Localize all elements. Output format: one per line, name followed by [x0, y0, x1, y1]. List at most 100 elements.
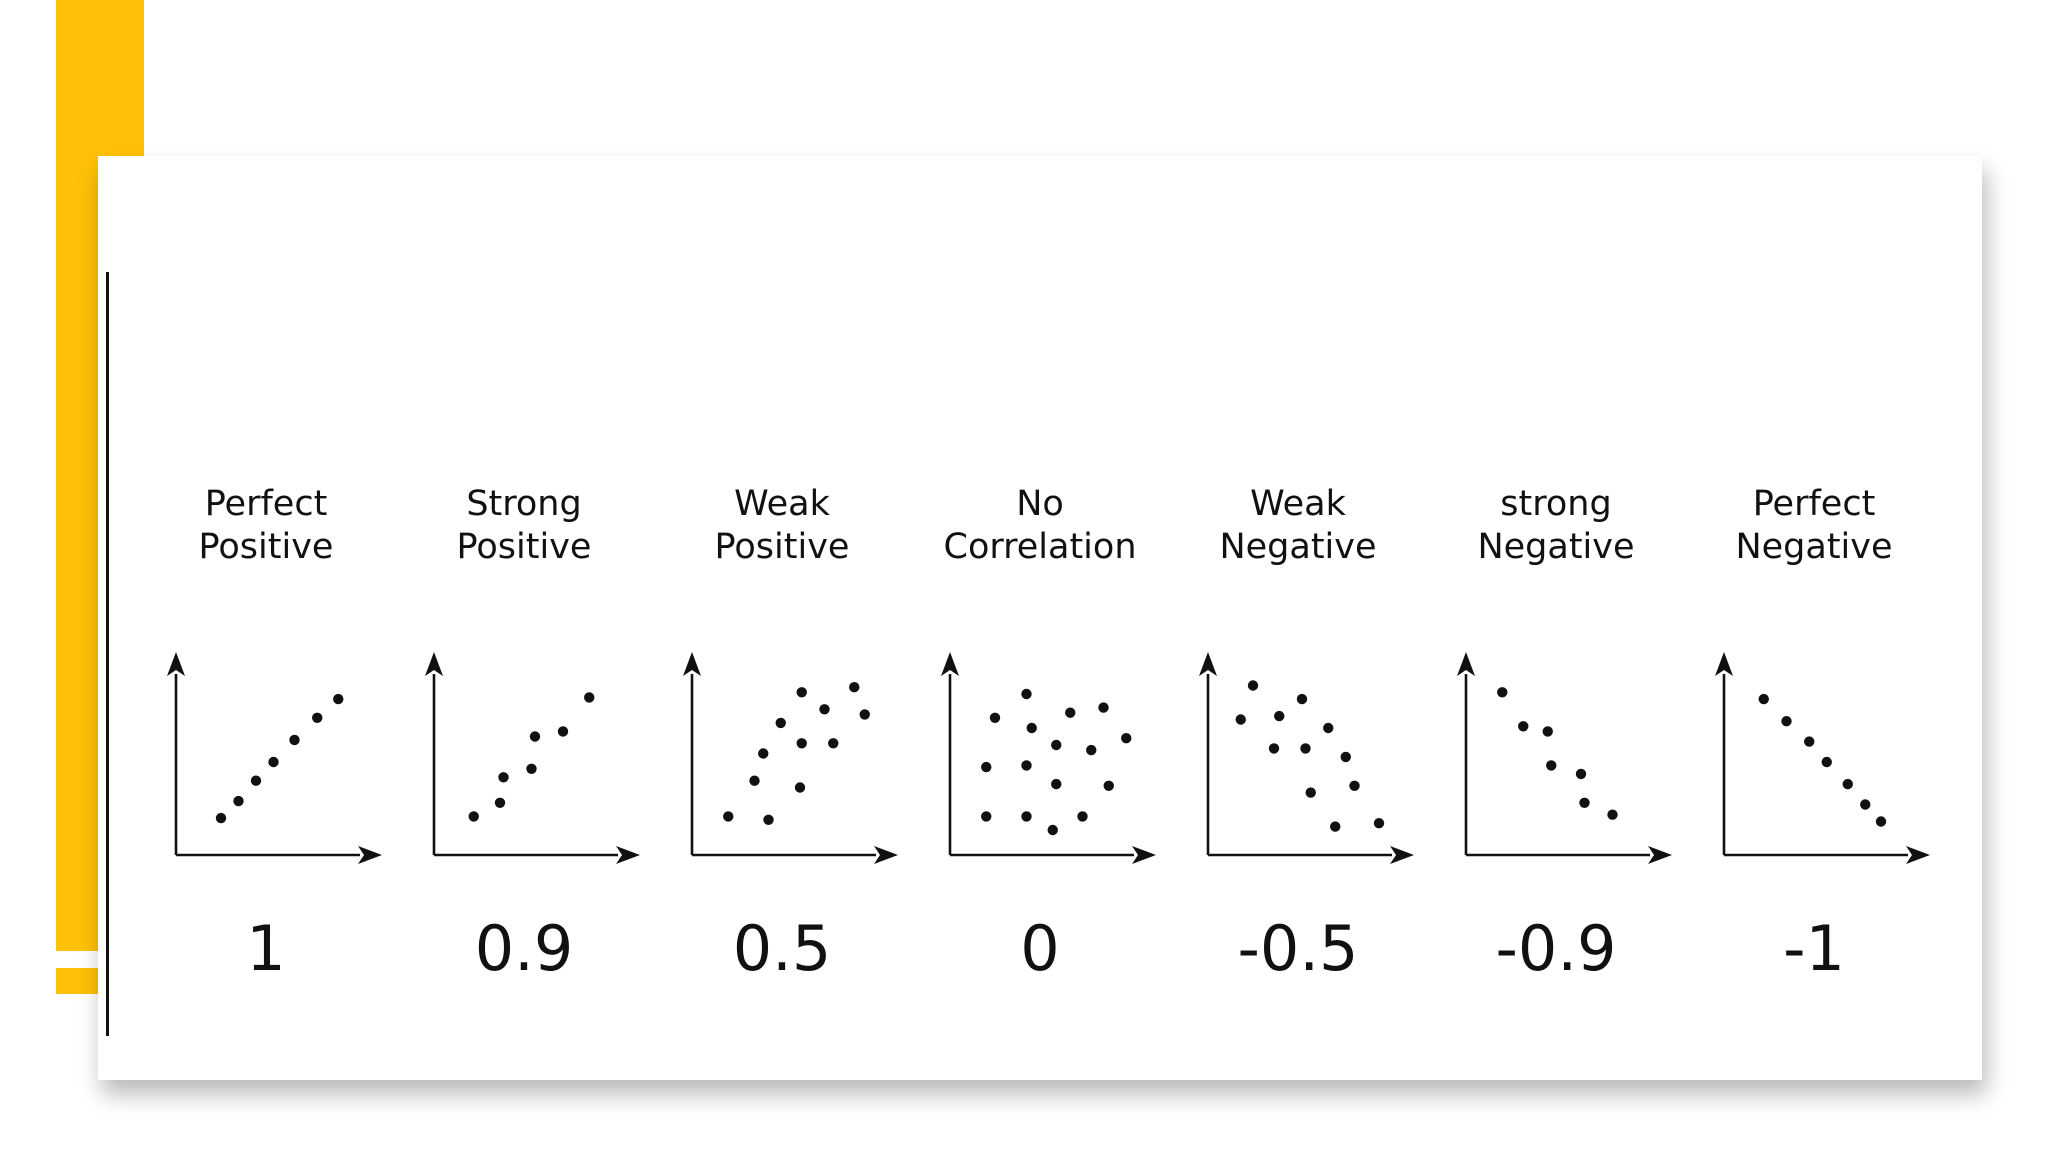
data-point	[1781, 716, 1792, 727]
panel-title-line-2: Negative	[1735, 527, 1892, 567]
data-point	[1077, 811, 1088, 822]
x-axis-arrowhead	[874, 846, 898, 864]
data-point	[494, 797, 506, 808]
x-axis-arrowhead	[1390, 846, 1414, 864]
panel-title-line-2: Positive	[457, 527, 592, 567]
data-point	[1860, 799, 1871, 810]
y-axis-arrowhead	[1199, 652, 1217, 676]
data-point	[529, 731, 541, 742]
data-point	[1340, 751, 1351, 763]
data-point	[1296, 693, 1308, 705]
data-point	[981, 811, 992, 822]
data-point	[1026, 722, 1037, 734]
data-point	[1300, 743, 1311, 754]
data-point	[859, 709, 870, 720]
data-point	[333, 693, 344, 705]
panel-title-line-2: Positive	[199, 527, 334, 567]
data-point	[723, 811, 734, 822]
data-point	[268, 756, 279, 768]
panel-title-line-2: Positive	[715, 527, 850, 567]
data-point	[289, 734, 300, 746]
x-axis-arrowhead	[1906, 846, 1930, 864]
y-axis-arrowhead	[941, 652, 959, 676]
correlation-value: 1	[246, 912, 285, 985]
data-point	[1103, 780, 1114, 791]
data-point	[794, 782, 806, 793]
data-point	[1086, 744, 1097, 756]
panel-title-line-1: Weak	[1250, 484, 1347, 524]
data-point	[749, 775, 760, 786]
data-point	[981, 761, 992, 773]
data-point	[1373, 818, 1385, 829]
panel-title-line-1: strong	[1500, 484, 1611, 524]
data-point	[312, 712, 323, 723]
accent-bar-top	[56, 0, 144, 156]
accent-bar-bottom	[56, 968, 98, 994]
panel-title-line-1: Strong	[466, 484, 581, 524]
y-axis-arrowhead	[683, 652, 701, 676]
data-point	[1518, 721, 1529, 732]
data-point	[1804, 736, 1815, 747]
data-point	[215, 812, 227, 824]
data-point	[1607, 809, 1618, 820]
data-point	[1579, 797, 1590, 808]
data-point	[828, 738, 839, 749]
data-point	[819, 704, 830, 715]
correlation-value: -0.9	[1496, 912, 1617, 985]
panel-title-line-1: Perfect	[1753, 484, 1876, 524]
data-point	[1098, 702, 1109, 713]
data-point	[796, 687, 807, 698]
data-point	[1121, 733, 1132, 744]
data-point	[1542, 726, 1553, 737]
panel-title-line-2: Negative	[1477, 527, 1634, 567]
y-axis-arrowhead	[167, 652, 185, 676]
data-point	[1575, 768, 1587, 780]
data-point	[1546, 760, 1557, 771]
data-point	[1875, 816, 1887, 827]
data-point	[1021, 811, 1032, 822]
data-point	[1247, 680, 1259, 691]
card-left-rule	[106, 272, 109, 1036]
data-point	[849, 682, 860, 693]
data-point	[1758, 693, 1769, 705]
data-point	[989, 712, 1001, 723]
data-point	[1235, 714, 1246, 725]
panel-title-line-1: No	[1016, 484, 1064, 524]
correlation-value: -0.5	[1238, 912, 1359, 985]
data-point	[1305, 787, 1316, 798]
x-axis-arrowhead	[616, 846, 640, 864]
data-point	[468, 811, 479, 822]
content-card	[98, 156, 1982, 1080]
data-point	[758, 748, 769, 759]
y-axis-arrowhead	[425, 652, 443, 676]
data-point	[775, 717, 786, 729]
data-point	[1065, 707, 1076, 718]
data-point	[557, 726, 569, 737]
data-point	[1051, 739, 1062, 751]
x-axis-arrowhead	[1648, 846, 1672, 864]
x-axis-arrowhead	[1132, 846, 1156, 864]
y-axis-arrowhead	[1457, 652, 1475, 676]
correlation-value: 0.9	[475, 912, 574, 985]
panel-title-line-1: Perfect	[205, 484, 328, 524]
x-axis-arrowhead	[358, 846, 382, 864]
data-point	[250, 775, 262, 786]
data-point	[1497, 687, 1508, 698]
data-point	[498, 772, 509, 783]
panel-title-line-2: Correlation	[944, 527, 1137, 567]
data-point	[233, 795, 244, 807]
data-point	[1323, 722, 1334, 734]
data-point	[796, 738, 807, 749]
data-point	[1330, 821, 1341, 832]
data-point	[1821, 756, 1832, 768]
correlation-value: 0	[1020, 912, 1059, 985]
correlation-value: 0.5	[733, 912, 832, 985]
data-point	[1051, 778, 1062, 790]
